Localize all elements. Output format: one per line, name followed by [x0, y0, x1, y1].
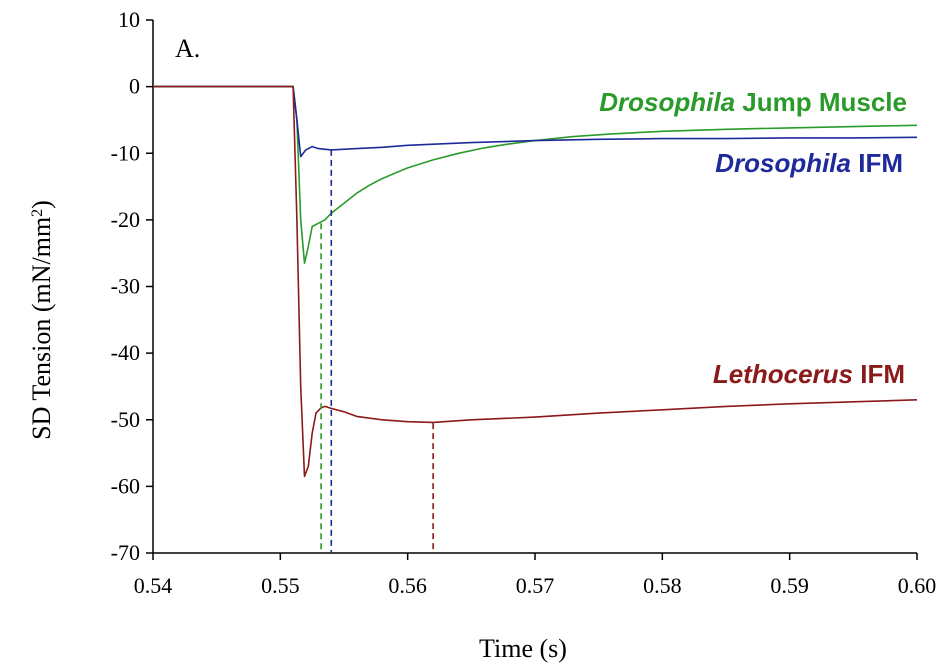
legend-drosophila-ifm: Drosophila IFM	[715, 148, 903, 178]
legend-drosophila-ifm-italic: Drosophila	[715, 148, 851, 178]
y-tick-label: -60	[111, 473, 140, 498]
y-tick-label: -50	[111, 407, 140, 432]
y-axis-title: SD Tension (mN/mm2)	[27, 200, 56, 440]
y-tick-label: -30	[111, 274, 140, 299]
series-layer	[153, 85, 918, 478]
marker-layer	[320, 149, 434, 553]
legend-lethocerus-ifm: Lethocerus IFM	[713, 359, 905, 389]
y-tick-label: -10	[111, 140, 140, 165]
y-tick-label: -20	[111, 207, 140, 232]
y-tick-label: 0	[129, 74, 140, 99]
x-tick-label: 0.56	[388, 573, 427, 598]
ticks: 10 0 -10 -20 -30 -40 -50 -60 -70 0.54 0.55 0.56 0.57…	[111, 7, 937, 598]
legend-jump-muscle-italic: Drosophila	[599, 87, 735, 117]
legend-lethocerus-ifm-italic: Lethocerus	[713, 359, 853, 389]
legend-jump-muscle-rest: Jump Muscle	[735, 87, 907, 117]
series-line	[153, 85, 918, 265]
x-tick-label: 0.54	[134, 573, 173, 598]
y-axis-title-sup: 2	[29, 209, 46, 217]
legend-drosophila-ifm-rest: IFM	[851, 148, 903, 178]
y-tick-label: 10	[118, 7, 140, 32]
y-tick-label: -70	[111, 540, 140, 565]
panel-label: A.	[175, 34, 200, 63]
x-tick-label: 0.59	[770, 573, 809, 598]
series-line	[153, 85, 918, 158]
legend-jump-muscle: Drosophila Jump Muscle	[599, 87, 907, 117]
x-tick-label: 0.57	[516, 573, 555, 598]
legend-lethocerus-ifm-rest: IFM	[853, 359, 905, 389]
x-tick-label: 0.60	[898, 573, 937, 598]
y-axis-title-main: SD Tension (mN/mm	[27, 217, 56, 440]
y-tick-label: -40	[111, 340, 140, 365]
x-tick-label: 0.55	[261, 573, 300, 598]
x-tick-label: 0.58	[643, 573, 682, 598]
x-axis-title: Time (s)	[479, 634, 567, 663]
y-axis-title-close: )	[27, 200, 56, 209]
series-line	[153, 85, 918, 478]
